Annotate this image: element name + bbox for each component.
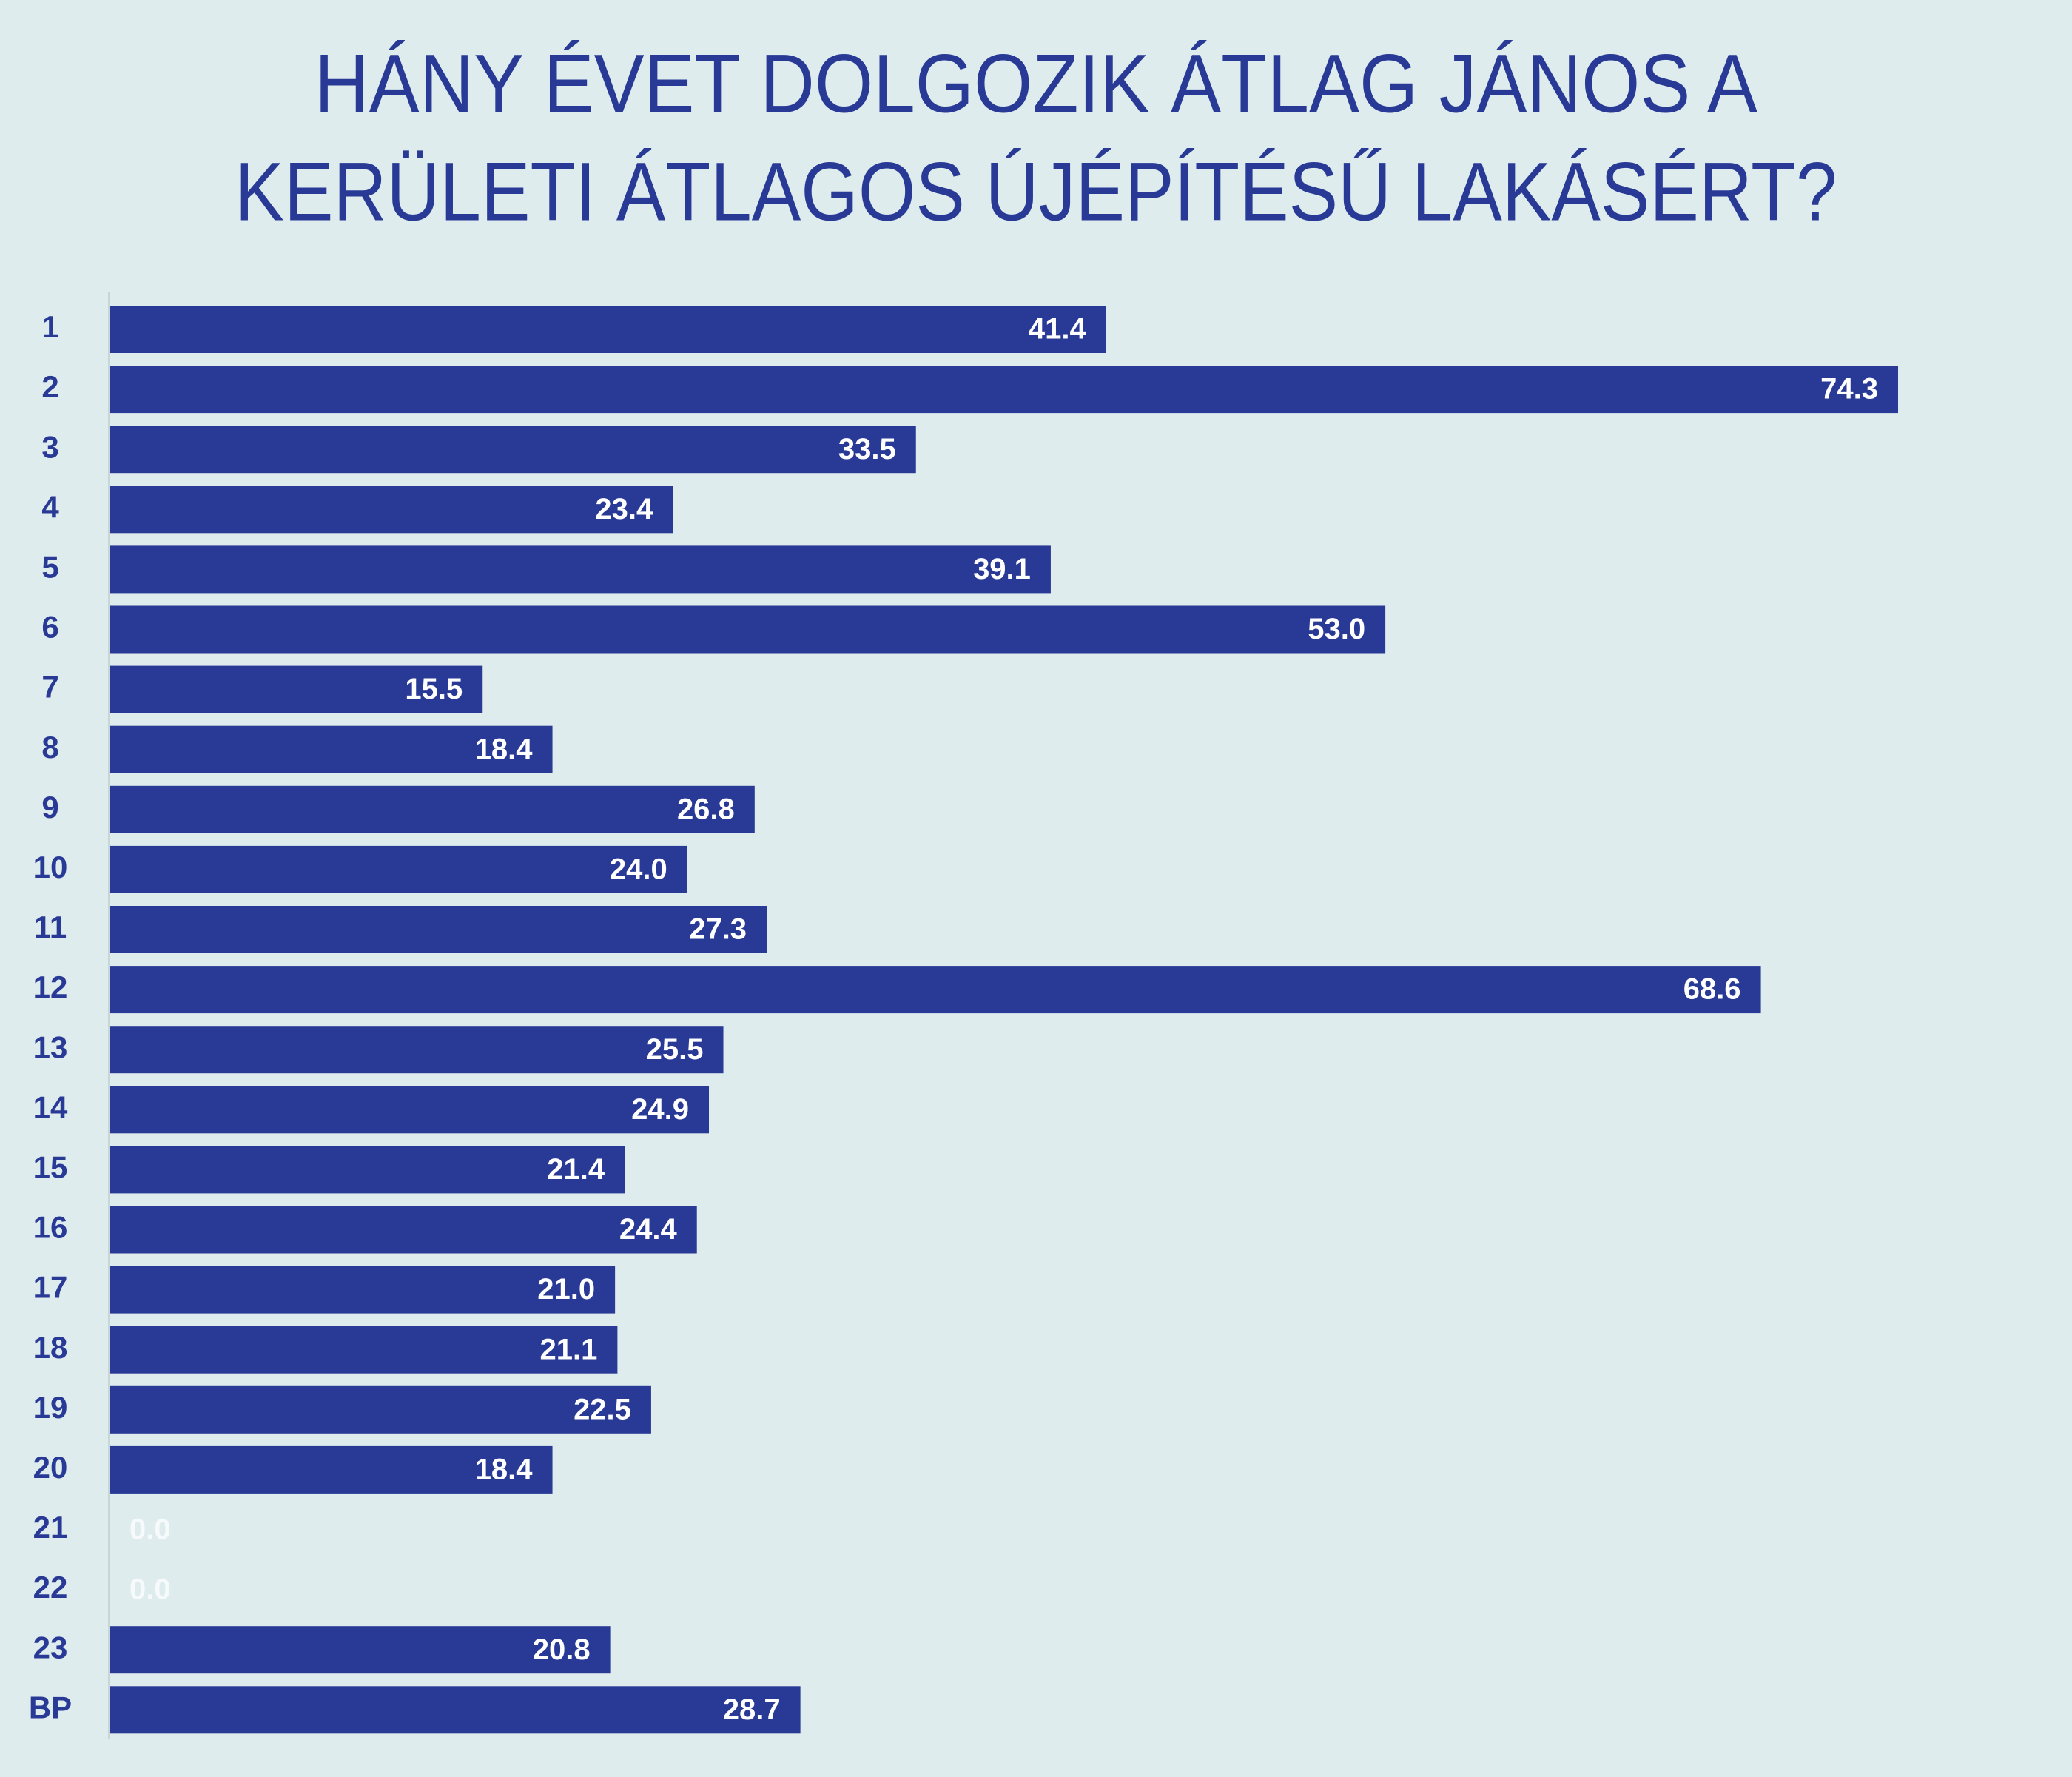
y-tick-label: 17 bbox=[33, 1270, 68, 1305]
bar bbox=[110, 1026, 724, 1074]
data-label: 39.1 bbox=[973, 553, 1031, 585]
bar bbox=[110, 725, 553, 773]
y-tick-label: 13 bbox=[33, 1029, 68, 1064]
data-label: 18.4 bbox=[475, 1453, 534, 1485]
bar bbox=[110, 1326, 618, 1374]
y-tick-label: 8 bbox=[41, 730, 58, 765]
y-tick-label: BP bbox=[29, 1690, 72, 1724]
chart-title: KERÜLETI ÁTLAGOS ÚJÉPÍTÉSŰ LAKÁSÉRT? bbox=[235, 146, 1837, 238]
bar bbox=[110, 366, 1898, 414]
y-tick-label: 19 bbox=[33, 1390, 68, 1425]
data-label: 24.9 bbox=[631, 1093, 689, 1126]
bar bbox=[110, 1146, 625, 1194]
bar bbox=[110, 1206, 697, 1254]
data-label: 68.6 bbox=[1684, 973, 1741, 1006]
bar bbox=[110, 665, 483, 713]
bar bbox=[110, 1086, 710, 1134]
y-tick-label: 23 bbox=[33, 1630, 68, 1665]
y-tick-label: 3 bbox=[41, 429, 58, 464]
bar bbox=[110, 1686, 801, 1734]
data-label: 24.0 bbox=[610, 853, 667, 885]
bar bbox=[110, 785, 755, 833]
y-tick-label: 15 bbox=[33, 1149, 68, 1184]
data-label: 21.1 bbox=[540, 1333, 598, 1365]
data-label: 0.0 bbox=[130, 1514, 171, 1546]
y-tick-label: 21 bbox=[33, 1510, 68, 1545]
data-label: 23.4 bbox=[595, 493, 653, 525]
data-label: 0.0 bbox=[130, 1573, 171, 1606]
data-label: 24.4 bbox=[619, 1213, 678, 1246]
data-label: 21.0 bbox=[537, 1273, 595, 1306]
y-tick-label: 18 bbox=[33, 1330, 68, 1365]
y-tick-label: 12 bbox=[33, 970, 68, 1004]
y-tick-label: 14 bbox=[33, 1089, 68, 1124]
data-label: 33.5 bbox=[838, 433, 896, 466]
y-tick-label: 20 bbox=[33, 1450, 68, 1485]
bar bbox=[110, 545, 1051, 594]
y-tick-label: 10 bbox=[33, 850, 68, 884]
bar bbox=[110, 426, 916, 474]
bar bbox=[110, 845, 687, 893]
bar bbox=[110, 486, 673, 534]
y-tick-label: 6 bbox=[41, 610, 58, 645]
bar bbox=[110, 605, 1386, 654]
data-label: 25.5 bbox=[646, 1033, 704, 1066]
data-label: 15.5 bbox=[405, 673, 462, 705]
y-tick-label: 4 bbox=[41, 489, 59, 524]
bar bbox=[110, 1385, 651, 1434]
data-label: 53.0 bbox=[1308, 613, 1365, 645]
data-label: 21.4 bbox=[547, 1153, 605, 1186]
data-label: 22.5 bbox=[574, 1393, 631, 1425]
y-tick-label: 11 bbox=[34, 910, 67, 944]
data-label: 41.4 bbox=[1029, 313, 1087, 346]
chart-title: HÁNY ÉVET DOLGOZIK ÁTLAG JÁNOS A bbox=[314, 38, 1758, 130]
y-tick-label: 9 bbox=[41, 790, 58, 824]
y-tick-label: 5 bbox=[41, 549, 58, 584]
data-label: 28.7 bbox=[723, 1693, 781, 1726]
bar bbox=[110, 966, 1761, 1014]
bar bbox=[110, 1445, 553, 1494]
data-label: 18.4 bbox=[475, 733, 534, 765]
y-tick-label: 7 bbox=[41, 670, 58, 705]
data-label: 26.8 bbox=[677, 793, 735, 825]
y-tick-label: 16 bbox=[33, 1210, 68, 1245]
data-label: 27.3 bbox=[689, 913, 747, 946]
y-tick-label: 1 bbox=[41, 309, 58, 344]
bar bbox=[110, 1626, 610, 1674]
bar bbox=[110, 306, 1106, 353]
y-tick-label: 22 bbox=[33, 1570, 68, 1605]
data-label: 74.3 bbox=[1820, 373, 1878, 406]
data-label: 20.8 bbox=[533, 1633, 591, 1666]
bar bbox=[110, 1266, 616, 1314]
y-tick-label: 2 bbox=[41, 369, 58, 404]
bar bbox=[110, 906, 767, 953]
